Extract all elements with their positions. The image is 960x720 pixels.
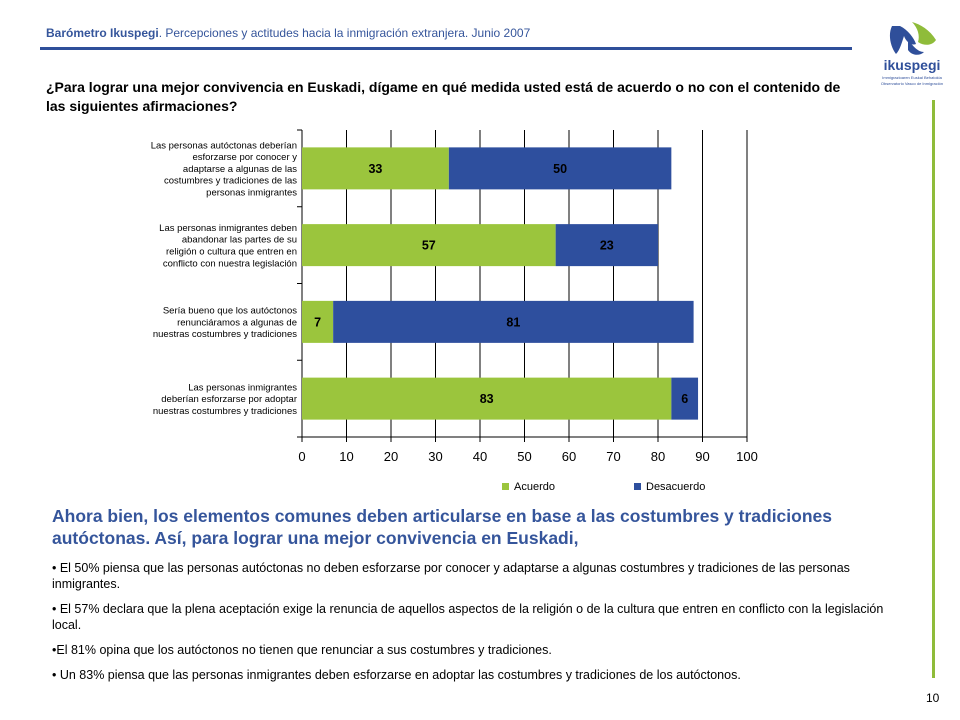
legend-label: Desacuerdo — [646, 481, 705, 493]
x-tick-label: 100 — [736, 449, 758, 464]
stacked-bar-chart: 0 10 20 30 40 50 60 70 80 90 100 Las personas autóc… — [151, 129, 758, 493]
x-tick-label: 30 — [428, 449, 442, 464]
ikuspegi-logo: ikuspegi Immigrazioaren Euskal Behatokia… — [881, 22, 943, 86]
category-label: conflicto con nuestra legislación — [163, 258, 297, 269]
x-tick-label: 10 — [339, 449, 353, 464]
x-tick-label: 0 — [298, 449, 305, 464]
x-tick-label: 40 — [473, 449, 487, 464]
category-label: deberían esforzarse por adoptar — [161, 394, 297, 405]
category-label: Las personas inmigrantes deben — [159, 223, 297, 234]
x-tick-label: 20 — [384, 449, 398, 464]
logo-figure-blue-2 — [908, 38, 924, 55]
category-label: personas inmigrantes — [206, 187, 297, 198]
data-label: 50 — [553, 162, 567, 176]
data-label: 33 — [368, 162, 382, 176]
right-accent-rule — [932, 100, 935, 678]
logo-tagline-2: Observatorio Vasco de Inmigración — [881, 81, 943, 86]
category-label: nuestras costumbres y tradiciones — [153, 406, 297, 417]
logo-wordmark: ikuspegi — [884, 57, 941, 73]
bar-desacuerdo — [555, 224, 658, 267]
bar-acuerdo — [302, 147, 449, 190]
data-label: 81 — [506, 315, 520, 329]
logo-tagline-1: Immigrazioaren Euskal Behatokia — [882, 75, 942, 80]
page-number: 10 — [926, 691, 940, 705]
header-rule — [40, 47, 852, 50]
category-label: esforzarse por conocer y — [192, 152, 297, 163]
category-label: renunciáramos a algunas de — [177, 317, 297, 328]
header-title: Barómetro Ikuspegi. Percepciones y actit… — [46, 26, 530, 40]
legend-label: Acuerdo — [514, 481, 555, 493]
category-label: abandonar las partes de su — [182, 235, 297, 246]
logo-figure-blue — [889, 26, 916, 54]
data-label: 57 — [422, 239, 436, 253]
legend-swatch-acuerdo — [502, 483, 509, 490]
category-label: nuestras costumbres y tradiciones — [153, 329, 297, 340]
category-label: Las personas autóctonas deberían — [151, 140, 297, 151]
summary-heading: Ahora bien, los elementos comunes deben … — [52, 506, 832, 548]
data-label: 23 — [600, 239, 614, 253]
legend-swatch-desacuerdo — [634, 483, 641, 490]
bullet-item: • El 50% piensa que las personas autócto… — [52, 561, 850, 591]
summary-bullets: • El 50% piensa que las personas autócto… — [52, 560, 912, 692]
header-brand: Barómetro Ikuspegi — [46, 26, 159, 40]
data-label: 83 — [480, 392, 494, 406]
bar-acuerdo — [302, 224, 556, 267]
bar-acuerdo — [302, 300, 334, 343]
data-label: 6 — [681, 392, 688, 406]
data-label: 7 — [314, 315, 321, 329]
bullet-item: • Un 83% piensa que las personas inmigra… — [52, 668, 741, 682]
bar-desacuerdo — [333, 300, 694, 343]
bullet-item: •El 81% opina que los autóctonos no tien… — [52, 643, 552, 657]
bar-desacuerdo — [448, 147, 672, 190]
category-label: adaptarse a algunas de las — [183, 164, 297, 175]
x-tick-label: 50 — [517, 449, 531, 464]
header-subtitle: . Percepciones y actitudes hacia la inmi… — [158, 26, 531, 40]
category-label: costumbres y tradiciones de las — [164, 176, 297, 187]
x-tick-label: 60 — [562, 449, 576, 464]
category-label: Sería bueno que los autóctonos — [163, 306, 297, 317]
survey-question: ¿Para lograr una mejor convivencia en Eu… — [46, 79, 841, 114]
category-label: Las personas inmigrantes — [188, 382, 297, 393]
bullet-item: • El 57% declara que la plena aceptación… — [52, 602, 884, 632]
category-label: religión o cultura que entren en — [166, 247, 297, 258]
bar-desacuerdo — [671, 377, 699, 420]
x-tick-label: 90 — [695, 449, 709, 464]
logo-figure-green — [912, 22, 936, 45]
bar-acuerdo — [302, 377, 672, 420]
x-tick-label: 80 — [651, 449, 665, 464]
x-tick-label: 70 — [606, 449, 620, 464]
